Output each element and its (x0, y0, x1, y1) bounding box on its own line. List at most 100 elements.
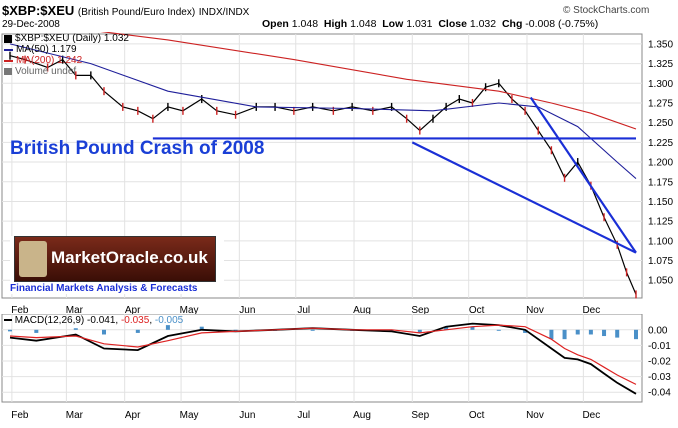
trendline-2 (529, 96, 637, 254)
price-ytick-label: 1.150 (648, 197, 673, 208)
trendline-1 (411, 141, 637, 254)
chg-value: -0.008 (-0.75%) (525, 18, 599, 30)
macd-hist-bar (602, 329, 607, 337)
macd-chart: 0.00 -0.01 -0.02 -0.03 -0.04 Feb Mar Apr May Jun… (1, 314, 671, 421)
low-value: 1.031 (406, 18, 433, 30)
symbol: $XBP:$XEU (2, 3, 75, 18)
high-label: High (323, 18, 348, 30)
macd-xtick-label: Oct (469, 410, 485, 421)
macd-ytick-label: 0.00 (648, 325, 668, 336)
annotation-title: British Pound Crash of 2008 (10, 138, 265, 159)
macd-hist-bar (233, 329, 238, 331)
macd-hist-bar (165, 325, 170, 330)
macd-hist-bar (496, 329, 501, 331)
price-xtick-label: Nov (526, 305, 544, 316)
price-xtick-label: Jun (239, 305, 255, 316)
macd-hist-bar (470, 326, 475, 330)
watermark-logo: MarketOracle.co.uk (14, 236, 216, 282)
macd-xtick-label: Jul (297, 410, 310, 421)
close-label: Close (438, 18, 467, 30)
legend-symbol: $XBP:$XEU (Daily) 1.032 (4, 33, 129, 44)
watermark-subtitle: Financial Markets Analysis & Forecasts (10, 283, 198, 294)
ohlc-readout: Open 1.048 High 1.048 Low 1.031 Close 1.… (262, 18, 598, 30)
legend-ma50-swatch (4, 48, 13, 51)
macd-hist-bar (588, 329, 593, 335)
exchange: INDX/INDX (198, 7, 250, 18)
price-ytick-label: 1.100 (648, 236, 673, 247)
legend-ma50-label: MA(50) 1.179 (16, 44, 77, 55)
symbol-description: (British Pound/Euro Index) (77, 7, 196, 18)
price-xtick-label: Apr (125, 305, 141, 316)
legend-symbol-label: $XBP:$XEU (Daily) 1.032 (15, 33, 129, 44)
macd-xtick-label: Sep (411, 410, 429, 421)
macd-xtick-label: Dec (582, 410, 600, 421)
macd-ytick-label: -0.03 (648, 372, 671, 383)
price-ytick-label: 1.225 (648, 138, 673, 149)
macd-hist-bar (549, 329, 554, 340)
price-xtick-label: Oct (469, 305, 485, 316)
chg-label: Chg (501, 18, 523, 30)
legend-volume-label: Volume undef (15, 66, 77, 77)
macd-hist-bar (135, 329, 140, 333)
macd-hist-bar (73, 328, 78, 330)
open-label: Open (262, 18, 289, 30)
macd-hist-bar (199, 326, 204, 330)
legend-volume-icon (4, 68, 12, 75)
macd-hist-bar (310, 329, 315, 331)
macd-legend: MACD(12,26,9) -0.041, -0.035, -0.005 (4, 315, 183, 326)
price-xtick-label: Sep (411, 305, 429, 316)
price-xtick-label: Jul (297, 305, 310, 316)
low-label: Low (382, 18, 404, 30)
brand: © StockCharts.com (563, 5, 650, 16)
price-xtick-label: Aug (353, 305, 371, 316)
macd-xtick-label: Aug (353, 410, 371, 421)
signal-line (9, 324, 637, 385)
price-xtick-label: May (180, 305, 199, 316)
price-ytick-label: 1.050 (648, 276, 673, 287)
legend-ma200-swatch (4, 59, 13, 62)
price-ytick-label: 1.300 (648, 79, 673, 90)
legend-ma200-label: MA(200) 1.242 (16, 55, 83, 66)
macd-legend-label: MACD(12,26,9) (14, 315, 85, 326)
macd-legend-macd: -0.041 (87, 315, 116, 326)
macd-hist-bar (634, 329, 638, 340)
symbol-title: $XBP:$XEU (British Pound/Euro Index) IND… (2, 3, 249, 18)
legend-ma50: MA(50) 1.179 (4, 44, 129, 55)
macd-ytick-label: -0.04 (648, 388, 671, 399)
price-ytick-label: 1.125 (648, 217, 673, 228)
price-xtick-label: Mar (66, 305, 84, 316)
legend-volume: Volume undef (4, 66, 129, 77)
macd-xtick-label: May (180, 410, 199, 421)
macd-hist-bar (101, 329, 106, 335)
macd-hist-bar (523, 329, 528, 333)
macd-hist-bar (8, 329, 12, 332)
macd-legend-signal: -0.035 (120, 315, 150, 326)
macd-hist-bar (444, 326, 449, 330)
macd-xtick-label: Jun (239, 410, 255, 421)
macd-hist-bar (615, 329, 620, 338)
price-xtick-label: Feb (11, 305, 29, 316)
price-ytick-label: 1.275 (648, 98, 673, 109)
price-series-line-ma200 (100, 32, 637, 130)
price-legend: $XBP:$XEU (Daily) 1.032 MA(50) 1.179 MA(… (4, 33, 129, 77)
price-ytick-label: 1.075 (648, 256, 673, 267)
open-value: 1.048 (291, 18, 319, 30)
macd-xtick-label: Mar (66, 410, 84, 421)
watermark-figure-icon (19, 241, 47, 277)
macd-ytick-label: -0.02 (648, 357, 671, 368)
watermark: MarketOracle.co.uk Financial Markets Ana… (10, 236, 224, 294)
legend-ma200: MA(200) 1.242 (4, 55, 129, 66)
macd-line (9, 322, 637, 395)
macd-plot-frame (1, 314, 643, 403)
watermark-logo-text: MarketOracle.co.uk (51, 248, 208, 267)
macd-ytick-label: -0.01 (648, 341, 671, 352)
legend-symbol-icon (4, 34, 12, 43)
macd-hist-bar (575, 329, 580, 335)
price-xtick-label: Dec (582, 305, 600, 316)
price-ytick-label: 1.200 (648, 158, 673, 169)
price-ytick-label: 1.325 (648, 59, 673, 70)
macd-xtick-label: Nov (526, 410, 544, 421)
macd-hist-bar (417, 329, 422, 333)
macd-xtick-label: Apr (125, 410, 141, 421)
macd-xtick-label: Feb (11, 410, 29, 421)
